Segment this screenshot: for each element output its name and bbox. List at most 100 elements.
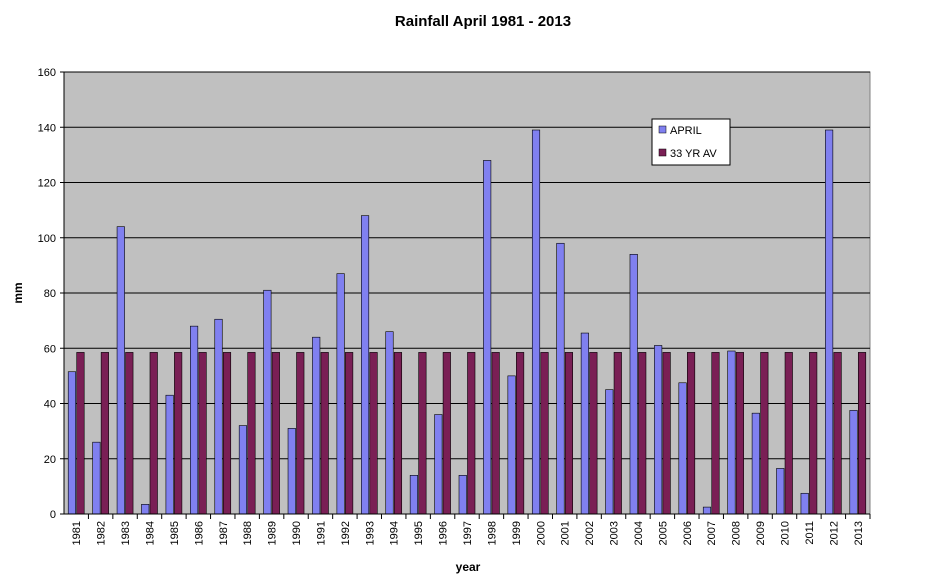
x-tick-label: 2008 — [731, 521, 743, 545]
y-tick-label: 80 — [44, 288, 56, 300]
bar-33yr-av-2003 — [613, 352, 622, 515]
x-tick-label: 2012 — [828, 521, 840, 545]
x-tick-label: 1992 — [340, 521, 352, 545]
bar-april-1999 — [507, 375, 516, 515]
x-tick-label: 1988 — [242, 521, 254, 545]
bar-33yr-av-1996 — [442, 352, 451, 515]
bar-april-2005 — [654, 345, 663, 515]
bar-33yr-av-2006 — [687, 352, 696, 515]
bar-33yr-av-1998 — [491, 352, 500, 515]
bar-33yr-av-1992 — [345, 352, 354, 515]
bar-33yr-av-2004 — [638, 352, 647, 515]
bar-april-2003 — [605, 389, 614, 515]
x-tick-label: 1981 — [71, 521, 83, 545]
bar-april-1982 — [92, 441, 101, 515]
x-tick-label: 2005 — [657, 521, 669, 545]
x-tick-label: 1991 — [315, 521, 327, 545]
bar-april-2009 — [751, 412, 760, 515]
chart-title: Rainfall April 1981 - 2013 — [395, 13, 571, 30]
y-axis-ticks: 0 20 40 60 80 100 120 140 160 — [38, 67, 64, 521]
bar-april-2002 — [580, 332, 589, 515]
x-tick-label: 2007 — [706, 521, 718, 545]
y-axis-label: mm — [11, 282, 25, 303]
x-axis-ticks: 1981 1982 1983 1984 1985 1986 1987 1988 1989 1990… — [71, 514, 871, 545]
bar-33yr-av-1983 — [125, 352, 134, 515]
x-tick-label: 1998 — [486, 521, 498, 545]
bar-april-1998 — [483, 160, 492, 515]
bar-april-1990 — [287, 428, 296, 515]
bar-april-2012 — [825, 129, 834, 515]
x-tick-label: 1995 — [413, 521, 425, 545]
bar-33yr-av-2000 — [540, 352, 549, 515]
x-tick-label: 2011 — [804, 521, 816, 545]
x-tick-label: 1983 — [120, 521, 132, 545]
x-tick-label: 1985 — [169, 521, 181, 545]
bar-april-2004 — [629, 254, 638, 515]
bar-33yr-av-1981 — [76, 352, 85, 515]
bar-33yr-av-1994 — [393, 352, 403, 515]
bar-april-1989 — [263, 289, 272, 515]
x-tick-label: 2013 — [853, 521, 865, 545]
x-tick-label: 1994 — [389, 521, 401, 545]
y-tick-label: 20 — [44, 454, 56, 466]
bar-april-1995 — [409, 475, 418, 515]
bar-33yr-av-1999 — [516, 352, 525, 515]
x-tick-label: 2000 — [535, 521, 547, 545]
x-tick-label: 2010 — [780, 521, 792, 545]
y-tick-label: 160 — [38, 67, 56, 79]
bar-33yr-av-2009 — [760, 352, 769, 515]
x-tick-label: 2001 — [560, 521, 572, 545]
x-tick-label: 1993 — [364, 521, 376, 545]
legend-label-april: APRIL — [670, 125, 702, 137]
bar-april-1994 — [385, 331, 394, 515]
bar-33yr-av-1985 — [174, 352, 183, 515]
x-tick-label: 1984 — [144, 521, 156, 545]
bar-33yr-av-2007 — [711, 352, 720, 515]
bar-33yr-av-1982 — [100, 352, 109, 515]
bar-april-1984 — [141, 504, 150, 515]
y-tick-label: 60 — [44, 343, 56, 355]
x-tick-label: 1987 — [218, 521, 230, 545]
bar-april-1988 — [238, 425, 247, 515]
bar-33yr-av-2011 — [809, 352, 818, 515]
bar-april-2010 — [776, 468, 785, 515]
bar-33yr-av-2008 — [735, 352, 744, 515]
bar-33yr-av-1993 — [369, 352, 378, 515]
bar-33yr-av-1989 — [271, 352, 280, 515]
y-tick-label: 0 — [50, 509, 56, 521]
x-tick-label: 2006 — [682, 521, 694, 545]
y-tick-label: 40 — [44, 399, 56, 411]
bar-april-1986 — [190, 325, 199, 515]
x-tick-label: 1996 — [438, 521, 450, 545]
legend: APRIL 33 YR AV — [651, 118, 731, 166]
bar-april-2008 — [727, 350, 736, 515]
x-tick-label: 2004 — [633, 521, 645, 545]
x-tick-label: 1999 — [511, 521, 523, 545]
bar-april-2000 — [531, 129, 541, 515]
x-tick-label: 1990 — [291, 521, 303, 545]
x-tick-label: 1982 — [96, 521, 108, 545]
x-tick-label: 1997 — [462, 521, 474, 545]
legend-label-33yr-av: 33 YR AV — [670, 148, 717, 160]
bar-april-1985 — [165, 394, 174, 515]
bar-33yr-av-1990 — [296, 352, 305, 515]
y-tick-label: 140 — [38, 122, 56, 134]
bar-33yr-av-2010 — [784, 352, 793, 515]
gridlines — [64, 71, 870, 460]
bar-33yr-av-2012 — [833, 352, 842, 515]
bar-33yr-av-1986 — [198, 352, 207, 515]
bar-april-1997 — [458, 475, 467, 515]
bar-april-1993 — [361, 215, 370, 515]
bar-33yr-av-1995 — [418, 352, 427, 515]
x-tick-label: 2002 — [584, 521, 596, 545]
bar-april-1981 — [67, 371, 77, 515]
bar-33yr-av-2002 — [589, 352, 598, 515]
bar-33yr-av-2001 — [564, 352, 573, 515]
bar-april-2007 — [702, 506, 712, 515]
x-axis-label: year — [456, 560, 481, 574]
bar-april-2011 — [800, 492, 809, 515]
x-tick-label: 1989 — [267, 521, 279, 545]
bar-april-1992 — [336, 273, 345, 515]
y-tick-label: 120 — [38, 178, 56, 190]
